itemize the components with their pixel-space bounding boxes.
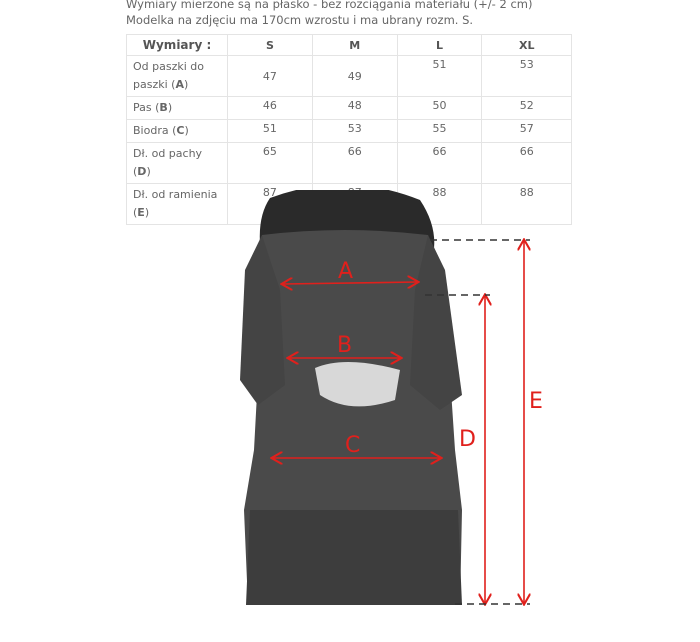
- right-sleeve: [410, 235, 462, 410]
- size-value: 49: [311, 55, 398, 97]
- dress-figure: A B C D E: [240, 190, 543, 642]
- model-note: Modelka na zdjęciu ma 170cm wzrostu i ma…: [126, 13, 474, 27]
- size-value: 66: [311, 142, 398, 184]
- size-value: 88: [481, 183, 572, 225]
- row-label: Dł. od ramienia (E): [126, 183, 228, 225]
- size-value: 53: [481, 55, 572, 97]
- header-cell: L: [396, 34, 483, 56]
- size-value: 55: [396, 119, 483, 143]
- measurement-note: Wymiary mierzone są na płasko - bez rozc…: [126, 0, 533, 11]
- header-cell: XL: [481, 34, 572, 56]
- label-d: D: [459, 427, 476, 452]
- size-value: 47: [227, 55, 313, 97]
- size-table: Wymiary : S M L XL Od paszki do paszki (…: [126, 34, 572, 225]
- size-value: 48: [311, 96, 398, 120]
- label-c: C: [345, 433, 360, 458]
- row-label: Od paszki do paszki (A): [126, 55, 228, 97]
- size-value: 51: [396, 55, 483, 97]
- left-sleeve: [240, 235, 285, 405]
- size-value: 57: [481, 119, 572, 143]
- table-header: Wymiary : S M L XL: [126, 34, 572, 56]
- size-value: 65: [227, 142, 313, 184]
- label-a: A: [338, 259, 353, 284]
- header-cell: Wymiary :: [126, 34, 228, 56]
- header-cell: S: [227, 34, 313, 56]
- size-value: 52: [481, 96, 572, 120]
- table-row: Pas (B) 46 48 50 52: [126, 96, 572, 120]
- table-row: Biodra (C) 51 53 55 57: [126, 119, 572, 143]
- size-value: 51: [227, 119, 313, 143]
- row-label: Pas (B): [126, 96, 228, 120]
- hands: [315, 361, 400, 407]
- row-label: Dł. od pachy (D): [126, 142, 228, 184]
- size-value: 50: [396, 96, 483, 120]
- label-b: B: [337, 333, 352, 358]
- arrow-a: [283, 282, 417, 284]
- size-value: 46: [227, 96, 313, 120]
- table-row: Od paszki do paszki (A) 47 49 51 53: [126, 55, 572, 97]
- pleated-hem: [246, 510, 462, 605]
- size-value: 66: [396, 142, 483, 184]
- row-label: Biodra (C): [126, 119, 228, 143]
- size-value: 53: [311, 119, 398, 143]
- size-value: 66: [481, 142, 572, 184]
- table-row: Dł. od pachy (D) 65 66 66 66: [126, 142, 572, 184]
- header-cell: M: [311, 34, 398, 56]
- label-e: E: [529, 389, 543, 414]
